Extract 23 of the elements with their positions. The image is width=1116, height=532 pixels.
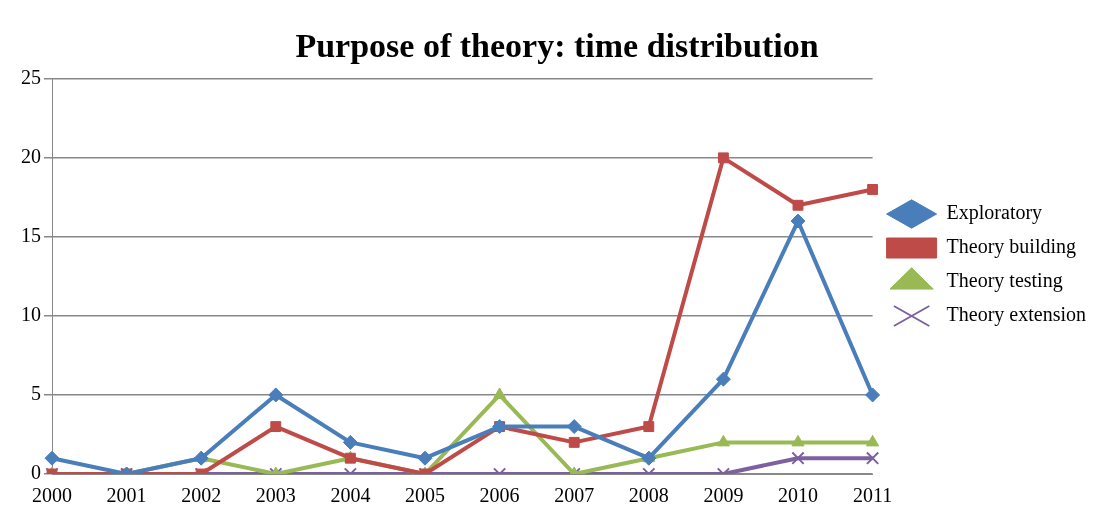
y-tick-label: 0	[31, 461, 41, 484]
legend-label: Theory extension	[946, 303, 1086, 327]
x-tick-label: 2008	[628, 484, 669, 507]
y-tick-label: 5	[31, 382, 41, 405]
x-tick-label: 2010	[778, 484, 818, 507]
x-tick-label: 2002	[181, 484, 222, 507]
y-tick-label: 20	[21, 145, 41, 168]
x-tick-label: 2004	[330, 484, 371, 507]
x-tick-label: 2003	[255, 484, 296, 507]
x-tick-label: 2009	[703, 484, 744, 507]
chart-title: Purpose of theory: time distribution	[295, 27, 819, 65]
y-tick-label: 25	[21, 66, 41, 89]
x-tick-label: 2001	[106, 484, 147, 507]
x-tick-label: 2005	[405, 484, 445, 507]
x-tick-label: 2006	[479, 484, 520, 507]
y-tick-label: 10	[21, 303, 41, 326]
x-tick-label: 2000	[32, 484, 72, 507]
y-tick-label: 15	[21, 224, 41, 247]
x-tick-label: 2007	[554, 484, 595, 507]
legend-label: Theory testing	[946, 269, 1063, 293]
legend-label: Theory building	[946, 235, 1077, 259]
x-tick-label: 2011	[852, 484, 893, 507]
legend-label: Exploratory	[946, 201, 1043, 225]
